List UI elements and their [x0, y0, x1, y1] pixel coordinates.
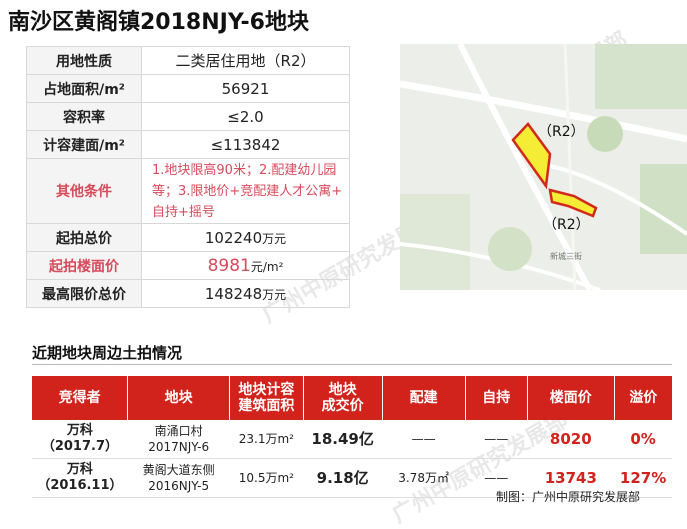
prop-value: 二类居住用地（R2）: [141, 46, 350, 75]
premium-cell: 0%: [614, 420, 672, 459]
divider: [32, 364, 672, 365]
price-cell: 9.18亿: [303, 458, 383, 498]
page-title: 南沙区黄阁镇2018NJY-6地块: [8, 10, 309, 35]
plot-label-north: （R2）: [538, 124, 585, 140]
table-row: 万科 （2017.7） 南涌口村 2017NJY-6 23.1万m² 18.49亿 …: [32, 420, 672, 459]
table-row: 计容建面/m² ≤113842: [26, 130, 350, 159]
table-row: 万科 （2016.11） 黄阁大道东侧 2016NJY-5 10.5万m² 9.18…: [32, 458, 672, 498]
value-unit: 万元: [262, 287, 287, 302]
prop-label: 用地性质: [26, 46, 142, 75]
plot-label-south: （R2）: [543, 217, 590, 233]
condition-line: 1.地块限高90米；2.配建幼儿园: [152, 162, 337, 178]
prop-value: 1.地块限高90米；2.配建幼儿园 等；3.限地价+竞配建人才公寓+ 自持+摇号: [141, 158, 350, 224]
plot-r2-north: [511, 122, 552, 190]
prop-label: 容积率: [26, 102, 142, 131]
source-credit: 制图：广州中原研究发展部: [496, 490, 641, 504]
column-header: 地块计容 建筑面积: [229, 376, 304, 420]
prop-value: 56921: [141, 74, 350, 103]
prop-value: 148248万元: [141, 279, 350, 308]
prop-label: 计容建面/m²: [26, 130, 142, 159]
value-number: 8981: [207, 255, 251, 276]
section-title: 近期地块周边土拍情况: [32, 344, 183, 362]
supporting-cell: 3.78万㎡: [382, 458, 466, 498]
area-cell: 23.1万m²: [229, 420, 304, 459]
self-hold-cell: ——: [465, 458, 528, 498]
table-row: 起拍楼面价 8981元/m²: [26, 251, 350, 280]
prop-value: ≤113842: [141, 130, 350, 159]
column-header: 配建: [382, 376, 466, 420]
column-header: 溢价: [614, 376, 672, 420]
prop-value: 102240万元: [141, 223, 350, 252]
bidder-cell: 万科 （2017.7）: [32, 420, 128, 459]
prop-label: 起拍总价: [26, 223, 142, 252]
plot-r2-south: [548, 188, 598, 218]
prop-label: 占地面积/m²: [26, 74, 142, 103]
location-map: （R2） （R2） 新城三街: [400, 44, 687, 290]
condition-line: 等；3.限地价+竞配建人才公寓+: [152, 183, 343, 199]
table-row: 占地面积/m² 56921: [26, 74, 350, 103]
header-row: 竞得者 地块 地块计容 建筑面积 地块 成交价 配建 自持 楼面价 溢价: [32, 376, 672, 420]
prop-value: 8981元/m²: [141, 251, 350, 280]
self-hold-cell: ——: [465, 420, 528, 459]
prop-label: 起拍楼面价: [26, 251, 142, 280]
column-header: 地块: [127, 376, 230, 420]
prop-value: ≤2.0: [141, 102, 350, 131]
column-header: 地块 成交价: [303, 376, 383, 420]
price-cell: 18.49亿: [303, 420, 383, 459]
supporting-cell: ——: [382, 420, 466, 459]
floor-price-cell: 13743: [527, 458, 615, 498]
premium-cell: 127%: [614, 458, 672, 498]
table-row: 起拍总价 102240万元: [26, 223, 350, 252]
road-label: 新城三街: [550, 251, 582, 261]
bidder-cell: 万科 （2016.11）: [32, 458, 128, 498]
condition-line: 自持+摇号: [152, 204, 215, 220]
nearby-land-table: 竞得者 地块 地块计容 建筑面积 地块 成交价 配建 自持 楼面价 溢价 万科 （20…: [32, 376, 672, 498]
property-table: 用地性质 二类居住用地（R2） 占地面积/m² 56921 容积率 ≤2.0 计…: [26, 46, 350, 308]
value-number: 102240: [204, 228, 263, 247]
floor-price-cell: 8020: [527, 420, 615, 459]
table-row: 用地性质 二类居住用地（R2）: [26, 46, 350, 75]
table-row: 最高限价总价 148248万元: [26, 279, 350, 308]
plot-cell: 黄阁大道东侧 2016NJY-5: [127, 458, 230, 498]
plot-cell: 南涌口村 2017NJY-6: [127, 420, 230, 459]
table-row: 其他条件 1.地块限高90米；2.配建幼儿园 等；3.限地价+竞配建人才公寓+ …: [26, 158, 350, 224]
column-header: 自持: [465, 376, 528, 420]
value-unit: 万元: [262, 231, 287, 246]
prop-label: 最高限价总价: [26, 279, 142, 308]
prop-label: 其他条件: [26, 158, 142, 224]
value-unit: 元/m²: [250, 259, 284, 274]
map-graphic: （R2） （R2） 新城三街: [400, 44, 687, 290]
column-header: 楼面价: [527, 376, 615, 420]
value-number: 148248: [204, 284, 263, 303]
area-cell: 10.5万m²: [229, 458, 304, 498]
table-row: 容积率 ≤2.0: [26, 102, 350, 131]
column-header: 竞得者: [32, 376, 129, 420]
